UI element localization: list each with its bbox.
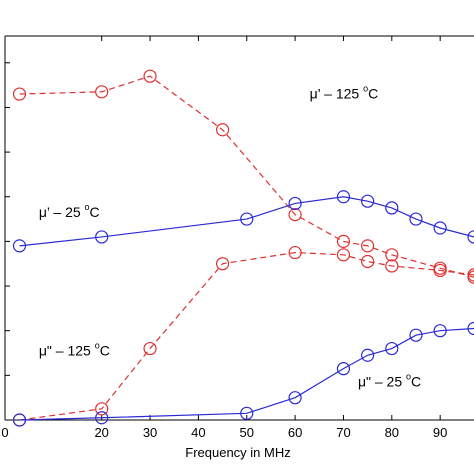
x-tick-label: 80	[385, 425, 399, 440]
x-tick-label: 40	[191, 425, 205, 440]
annotation-layer: μ’ – 125 oC μ’ – 25 oC μ" – 125 oC μ" – 25 …	[39, 84, 421, 390]
annotation-mu_prime_125: μ’ – 125 oC	[310, 84, 379, 102]
data-point	[336, 234, 351, 248]
data-point	[12, 87, 27, 101]
data-point	[467, 321, 474, 336]
data-point	[95, 85, 109, 99]
data-point	[95, 402, 109, 416]
series-line	[19, 196, 474, 247]
x-tick-label: 30	[143, 425, 157, 440]
data-point	[385, 201, 399, 215]
data-point	[288, 196, 302, 211]
x-tick-label: 70	[336, 425, 350, 440]
annotation-mu_double_prime_125: μ" – 125 oC	[39, 340, 110, 358]
data-point	[143, 69, 157, 83]
data-point	[361, 348, 375, 362]
data-point	[361, 239, 375, 253]
series-line	[19, 75, 474, 278]
data-point	[215, 257, 230, 271]
x-tick-label: 0	[1, 425, 8, 440]
data-point	[433, 221, 447, 235]
x-tick-label: 50	[240, 425, 254, 440]
x-tick-label: 20	[94, 425, 108, 440]
data-point	[215, 123, 230, 137]
data-point	[361, 194, 375, 208]
series-mu_double_prime_125	[12, 245, 474, 427]
data-point	[385, 341, 399, 356]
data-point	[143, 341, 157, 356]
data-point	[95, 411, 109, 425]
data-point	[12, 239, 27, 253]
series-line	[19, 251, 474, 421]
axes: 0 20 30 40 50 60 70 80 90	[1, 35, 474, 440]
data-point	[336, 248, 351, 262]
x-tick-label: 60	[288, 425, 302, 440]
data-point	[467, 230, 474, 244]
series-mu_prime_25	[12, 190, 474, 253]
annotation-mu_prime_25: μ’ – 25 oC	[39, 202, 100, 220]
series-mu_double_prime_25	[12, 321, 474, 427]
data-point	[385, 259, 399, 273]
data-point	[288, 208, 302, 222]
data-point	[336, 362, 351, 376]
data-point	[409, 212, 423, 226]
data-point	[467, 268, 474, 282]
data-point	[361, 254, 375, 269]
series-line	[19, 327, 474, 421]
data-point	[385, 248, 399, 262]
series-layer	[12, 69, 474, 427]
x-tick-label: 90	[433, 425, 447, 440]
data-point	[288, 391, 302, 405]
data-point	[433, 263, 447, 278]
data-point	[240, 406, 254, 420]
annotation-mu_double_prime_25: μ" – 25 oC	[358, 372, 421, 390]
x-axis-label: Frequency in MHz	[185, 445, 290, 460]
data-point	[409, 328, 423, 342]
data-point	[12, 413, 27, 427]
series-mu_prime_125	[12, 69, 474, 284]
data-point	[336, 190, 351, 204]
data-point	[240, 212, 254, 226]
data-point	[433, 324, 447, 338]
data-point	[95, 230, 109, 244]
data-point	[288, 245, 302, 260]
